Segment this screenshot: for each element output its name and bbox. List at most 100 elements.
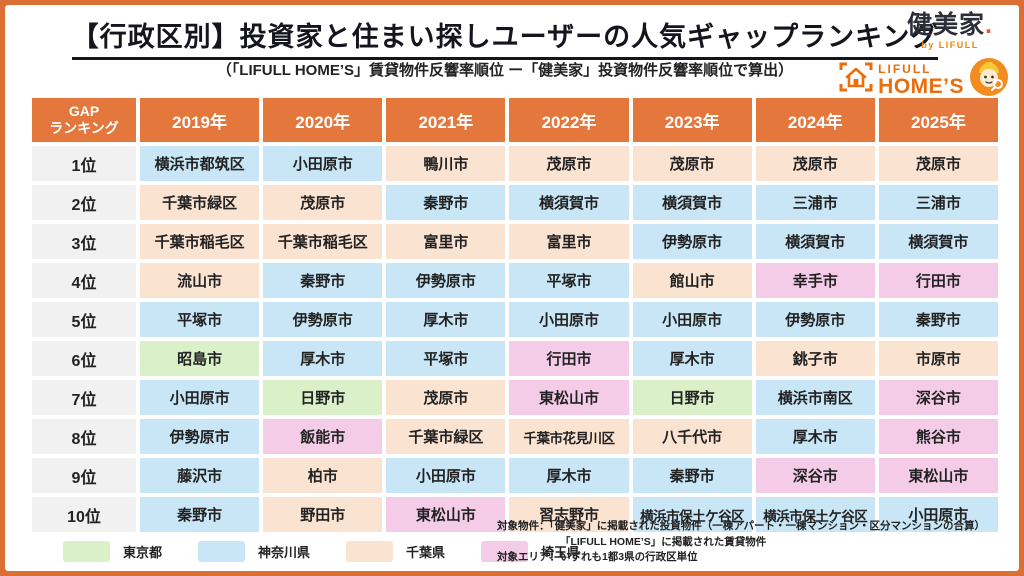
district-cell: 伊勢原市 xyxy=(386,263,506,298)
lifull-homes-logo: LIFULL HOME’S xyxy=(839,57,1009,102)
year-header: 2023年 xyxy=(632,98,752,142)
district-cell: 市原市 xyxy=(878,341,998,376)
legend-item-chiba: 千葉県 xyxy=(346,541,445,562)
legend-label: 千葉県 xyxy=(406,545,446,560)
district-cell: 鴨川市 xyxy=(386,146,506,181)
district-cell: 銚子市 xyxy=(755,341,875,376)
kenbiya-logo-text: 健美家. xyxy=(907,11,993,39)
year-header: 2024年 xyxy=(755,98,875,142)
district-cell: 富里市 xyxy=(386,224,506,259)
rank-cell: 7位 xyxy=(32,380,136,415)
district-cell: 行田市 xyxy=(509,341,629,376)
legend-swatch-tokyo xyxy=(63,541,110,562)
gap-ranking-table: GAP ランキング 2019年 2020年 2021年 2022年 2023年 2024年… xyxy=(32,98,998,532)
homes-mascot-icon xyxy=(969,57,1009,102)
district-cell: 茂原市 xyxy=(755,146,875,181)
rank-cell: 9位 xyxy=(32,458,136,493)
district-cell: 厚木市 xyxy=(755,419,875,454)
year-header: 2022年 xyxy=(509,98,629,142)
district-cell: 厚木市 xyxy=(509,458,629,493)
rank-cell: 3位 xyxy=(32,224,136,259)
legend-swatch-kanagawa xyxy=(198,541,246,562)
district-cell: 横浜市都筑区 xyxy=(140,146,260,181)
legend-item-saitama: 埼玉県 xyxy=(481,541,580,562)
district-cell: 東松山市 xyxy=(509,380,629,415)
district-cell: 千葉市緑区 xyxy=(386,419,506,454)
district-cell: 秦野市 xyxy=(386,185,506,220)
district-cell: 平塚市 xyxy=(140,302,260,337)
year-header: 2021年 xyxy=(386,98,506,142)
rank-column-header: GAP ランキング xyxy=(32,98,136,142)
district-cell: 秦野市 xyxy=(632,458,752,493)
legend-label: 埼玉県 xyxy=(541,545,581,560)
district-cell: 藤沢市 xyxy=(140,458,260,493)
district-cell: 小田原市 xyxy=(263,146,383,181)
district-cell: 熊谷市 xyxy=(878,419,998,454)
district-cell: 千葉市緑区 xyxy=(140,185,260,220)
rank-header-line2: ランキング xyxy=(49,120,119,136)
district-cell: 東松山市 xyxy=(878,458,998,493)
district-cell: 伊勢原市 xyxy=(263,302,383,337)
district-cell: 秦野市 xyxy=(140,497,260,532)
district-cell: 横浜市保土ケ谷区 xyxy=(632,497,752,532)
legend-item-kanagawa: 神奈川県 xyxy=(198,541,310,562)
district-cell: 伊勢原市 xyxy=(140,419,260,454)
district-cell: 習志野市 xyxy=(509,497,629,532)
district-cell: 流山市 xyxy=(140,263,260,298)
district-cell: 小田原市 xyxy=(632,302,752,337)
district-cell: 昭島市 xyxy=(140,341,260,376)
rank-cell: 6位 xyxy=(32,341,136,376)
district-cell: 茂原市 xyxy=(632,146,752,181)
legend-item-tokyo: 東京都 xyxy=(63,541,162,562)
rank-header-line1: GAP xyxy=(68,103,100,120)
district-cell: 富里市 xyxy=(509,224,629,259)
district-cell: 厚木市 xyxy=(263,341,383,376)
kenbiya-logo: 健美家. by LIFULL xyxy=(895,11,1005,51)
prefecture-legend: 東京都 神奈川県 千葉県 埼玉県 xyxy=(63,541,616,562)
district-cell: 小田原市 xyxy=(386,458,506,493)
district-cell: 三浦市 xyxy=(878,185,998,220)
kenbiya-logo-byline: by LIFULL xyxy=(921,40,979,50)
district-cell: 秦野市 xyxy=(263,263,383,298)
rank-cell: 8位 xyxy=(32,419,136,454)
rank-cell: 5位 xyxy=(32,302,136,337)
district-cell: 深谷市 xyxy=(755,458,875,493)
district-cell: 秦野市 xyxy=(878,302,998,337)
district-cell: 千葉市花見川区 xyxy=(509,419,629,454)
district-cell: 横須賀市 xyxy=(509,185,629,220)
district-cell: 幸手市 xyxy=(755,263,875,298)
year-header: 2019年 xyxy=(140,98,260,142)
rank-cell: 10位 xyxy=(32,497,136,532)
district-cell: 三浦市 xyxy=(755,185,875,220)
district-cell: 館山市 xyxy=(632,263,752,298)
legend-label: 東京都 xyxy=(123,545,163,560)
rank-cell: 4位 xyxy=(32,263,136,298)
legend-label: 神奈川県 xyxy=(258,545,311,560)
district-cell: 小田原市 xyxy=(509,302,629,337)
district-cell: 八千代市 xyxy=(632,419,752,454)
district-cell: 飯能市 xyxy=(263,419,383,454)
district-cell: 日野市 xyxy=(263,380,383,415)
district-cell: 茂原市 xyxy=(509,146,629,181)
district-cell: 横須賀市 xyxy=(755,224,875,259)
footnote-line3: 対象エリア：いずれも1都3県の行政区単位 xyxy=(496,550,698,563)
district-cell: 平塚市 xyxy=(509,263,629,298)
district-cell: 横浜市保土ケ谷区 xyxy=(755,497,875,532)
year-header: 2020年 xyxy=(263,98,383,142)
district-cell: 行田市 xyxy=(878,263,998,298)
rank-cell: 1位 xyxy=(32,146,136,181)
footnote-line2: 「LIFULL HOME’S」に掲載された賃貸物件 xyxy=(559,535,767,548)
district-cell: 茂原市 xyxy=(878,146,998,181)
district-cell: 厚木市 xyxy=(386,302,506,337)
legend-swatch-chiba xyxy=(346,541,394,562)
district-cell: 深谷市 xyxy=(878,380,998,415)
page-subtitle: （「LIFULL HOME’S」賃貸物件反響率順位 ー「健美家」投資物件反響率順… xyxy=(216,62,794,79)
district-cell: 茂原市 xyxy=(263,185,383,220)
district-cell: 横須賀市 xyxy=(878,224,998,259)
district-cell: 日野市 xyxy=(632,380,752,415)
homes-logo-text: LIFULL HOME’S xyxy=(878,61,964,98)
district-cell: 伊勢原市 xyxy=(755,302,875,337)
year-header: 2025年 xyxy=(878,98,998,142)
district-cell: 千葉市稲毛区 xyxy=(263,224,383,259)
